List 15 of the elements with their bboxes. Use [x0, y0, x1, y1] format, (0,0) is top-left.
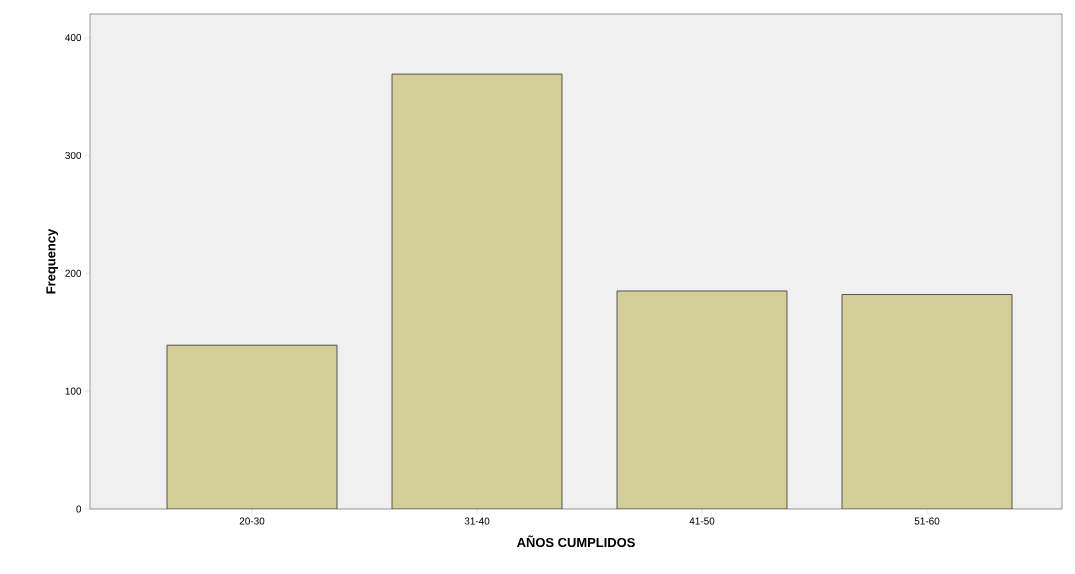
y-tick-label: 400 — [65, 34, 82, 42]
y-tick-label: 300 — [65, 151, 82, 159]
x-axis-title: AÑOS CUMPLIDOS — [516, 535, 635, 548]
y-axis-title: Frequency — [46, 228, 59, 294]
x-tick-label: 20-30 — [239, 517, 265, 525]
x-tick-label: 51-60 — [914, 517, 940, 525]
y-tick-label: 100 — [65, 387, 82, 395]
y-tick-label: 200 — [65, 269, 82, 277]
y-tick-label: 0 — [76, 505, 82, 513]
x-tick-label: 31-40 — [464, 517, 490, 525]
bar — [166, 344, 338, 509]
bar — [392, 74, 563, 509]
x-tick-label: 41-50 — [689, 517, 715, 525]
bar — [616, 290, 788, 509]
bar — [841, 294, 1013, 509]
